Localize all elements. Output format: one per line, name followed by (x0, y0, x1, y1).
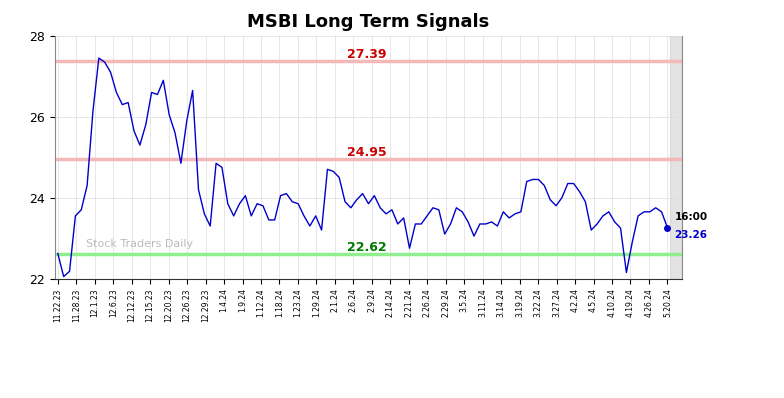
Text: 16:00: 16:00 (674, 212, 708, 222)
Title: MSBI Long Term Signals: MSBI Long Term Signals (248, 14, 489, 31)
Text: 27.39: 27.39 (347, 48, 387, 60)
Text: 23.26: 23.26 (674, 230, 707, 240)
Text: 24.95: 24.95 (347, 146, 387, 160)
Bar (670, 36, 682, 279)
Text: 22.62: 22.62 (347, 241, 387, 254)
Text: Stock Traders Daily: Stock Traders Daily (86, 240, 194, 250)
